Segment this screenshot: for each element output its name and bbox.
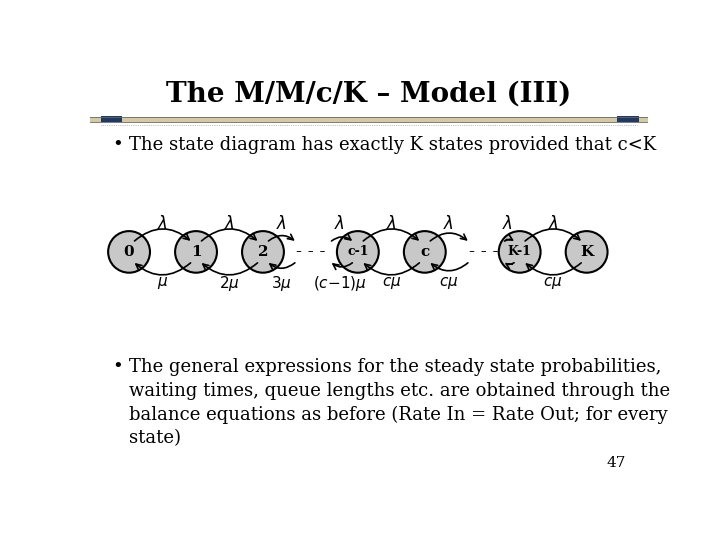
FancyBboxPatch shape [617, 116, 639, 122]
FancyBboxPatch shape [101, 116, 122, 122]
Text: •: • [112, 136, 123, 154]
Text: 0: 0 [124, 245, 135, 259]
Text: $3\mu$: $3\mu$ [271, 274, 292, 293]
Text: c-1: c-1 [347, 245, 369, 259]
Text: The state diagram has exactly K states provided that c<K: The state diagram has exactly K states p… [129, 136, 656, 154]
Ellipse shape [404, 231, 446, 273]
Text: $\lambda$: $\lambda$ [386, 214, 397, 233]
Text: $\lambda$: $\lambda$ [276, 214, 287, 233]
Text: $(c{-}1)\mu$: $(c{-}1)\mu$ [312, 274, 366, 293]
Ellipse shape [566, 231, 608, 273]
Ellipse shape [242, 231, 284, 273]
Text: $2\mu$: $2\mu$ [219, 274, 240, 293]
Text: c: c [420, 245, 429, 259]
Text: $\lambda$: $\lambda$ [334, 214, 345, 233]
FancyBboxPatch shape [90, 117, 648, 122]
Ellipse shape [175, 231, 217, 273]
Text: $\mu$: $\mu$ [157, 275, 168, 291]
Text: balance equations as before (Rate In = Rate Out; for every: balance equations as before (Rate In = R… [129, 406, 667, 423]
Text: $c\mu$: $c\mu$ [382, 275, 401, 291]
Text: 1: 1 [191, 245, 202, 259]
Text: state): state) [129, 429, 181, 447]
Text: - - -: - - - [469, 243, 498, 261]
Text: waiting times, queue lengths etc. are obtained through the: waiting times, queue lengths etc. are ob… [129, 382, 670, 400]
Text: 47: 47 [606, 456, 626, 470]
Text: $\lambda$: $\lambda$ [224, 214, 235, 233]
Text: 2: 2 [258, 245, 269, 259]
Text: $c\mu$: $c\mu$ [544, 275, 563, 291]
Text: K-1: K-1 [508, 245, 531, 259]
Text: $\lambda$: $\lambda$ [548, 214, 559, 233]
Text: $\lambda$: $\lambda$ [443, 214, 454, 233]
Text: K: K [580, 245, 593, 259]
Text: $\lambda$: $\lambda$ [157, 214, 168, 233]
Ellipse shape [499, 231, 541, 273]
Ellipse shape [108, 231, 150, 273]
Text: The general expressions for the steady state probabilities,: The general expressions for the steady s… [129, 358, 662, 376]
Text: $c\mu$: $c\mu$ [438, 275, 458, 291]
Text: $\lambda$: $\lambda$ [502, 214, 513, 233]
Text: - - -: - - - [296, 243, 325, 261]
Text: The M/M/c/K – Model (III): The M/M/c/K – Model (III) [166, 80, 572, 107]
Ellipse shape [337, 231, 379, 273]
Text: •: • [112, 358, 123, 376]
